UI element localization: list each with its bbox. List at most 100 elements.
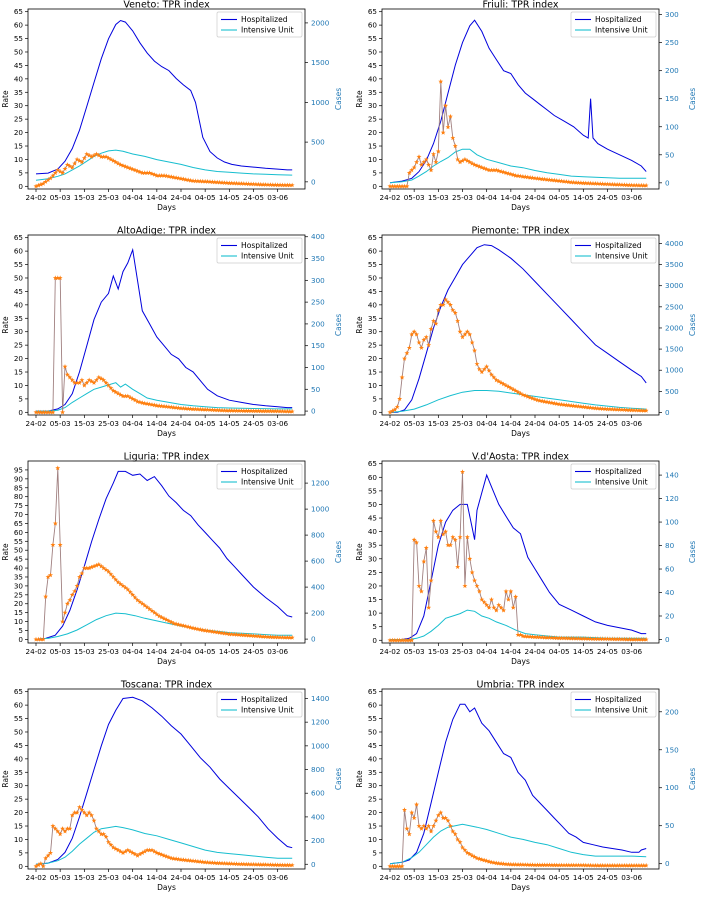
- rate-marker: [580, 404, 586, 409]
- rate-line: [390, 471, 647, 641]
- rate-marker: [113, 577, 119, 582]
- rate-marker: [52, 520, 58, 526]
- y-tick-label: 55: [14, 714, 23, 723]
- rate-marker: [270, 182, 276, 187]
- rate-marker: [414, 159, 420, 165]
- rate-marker: [643, 408, 649, 413]
- x-tick-label: 05-03: [404, 647, 425, 656]
- y-tick-label: 65: [368, 7, 377, 16]
- rate-marker: [195, 178, 201, 184]
- y2-axis-label: Cases: [688, 541, 697, 563]
- rate-marker: [55, 167, 61, 173]
- rate-marker: [139, 170, 145, 175]
- rate-marker: [130, 166, 136, 172]
- x-tick-label: 04-04: [476, 647, 497, 656]
- rate-marker: [498, 605, 504, 610]
- rate-marker: [414, 331, 420, 337]
- x-tick-label: 24-02: [26, 647, 47, 656]
- y-tick-label: 15: [368, 595, 377, 604]
- rate-marker: [132, 397, 138, 403]
- y-tick-label: 35: [14, 768, 23, 777]
- hospitalized-line: [389, 19, 647, 184]
- rate-marker: [537, 398, 543, 403]
- rate-marker: [197, 406, 203, 412]
- rate-marker: [486, 859, 492, 864]
- rate-marker: [168, 855, 174, 861]
- y-tick-label: 40: [14, 300, 24, 309]
- rate-marker: [547, 177, 552, 182]
- rate-marker: [178, 176, 184, 181]
- rate-marker: [580, 636, 586, 641]
- rate-marker: [236, 408, 242, 413]
- y2-tick-label: 40: [665, 588, 675, 597]
- rate-marker: [108, 842, 114, 847]
- rate-marker: [217, 179, 223, 185]
- y2-tick-label: 0: [665, 859, 670, 868]
- y-tick-label: 10: [368, 381, 378, 390]
- y-tick-label: 95: [14, 465, 23, 474]
- x-tick-label: 24-05: [243, 193, 264, 202]
- rate-marker: [643, 636, 649, 642]
- rate-marker: [583, 862, 589, 868]
- rate-marker: [460, 158, 465, 163]
- rate-marker: [392, 637, 398, 643]
- rate-marker: [164, 617, 169, 622]
- rate-marker: [597, 181, 603, 186]
- y-tick-label: 55: [14, 537, 23, 546]
- y-tick-label: 70: [14, 510, 24, 519]
- x-tick-label: 24-02: [380, 193, 401, 202]
- rate-marker: [486, 368, 492, 373]
- rate-marker: [469, 160, 475, 166]
- rate-marker: [289, 408, 295, 414]
- rate-marker: [590, 862, 596, 868]
- rate-marker: [176, 856, 182, 862]
- x-tick-label: 14-04: [500, 193, 521, 202]
- y-tick-label: 5: [18, 394, 23, 403]
- chart-title: Veneto: TPR index: [123, 0, 210, 11]
- rate-marker: [43, 855, 49, 861]
- rate-marker: [387, 409, 393, 415]
- rate-marker: [253, 181, 259, 187]
- y-tick-label: 45: [368, 287, 377, 296]
- y-tick-label: 60: [14, 528, 24, 537]
- y2-tick-label: 150: [665, 94, 679, 103]
- rate-marker: [621, 407, 627, 412]
- rate-marker: [547, 862, 552, 868]
- rate-marker: [74, 380, 80, 385]
- rate-marker: [270, 408, 276, 414]
- rate-marker: [219, 407, 225, 413]
- rate-marker: [35, 862, 41, 868]
- rate-marker: [176, 405, 182, 411]
- rate-marker: [629, 636, 635, 642]
- rate-marker: [561, 402, 567, 407]
- rate-marker: [433, 529, 439, 534]
- y2-tick-label: 4000: [665, 239, 684, 248]
- rate-marker: [585, 404, 591, 410]
- rate-marker: [411, 329, 417, 334]
- rate-marker: [522, 174, 528, 179]
- rate-marker: [462, 583, 468, 589]
- rate-marker: [605, 636, 610, 641]
- rate-marker: [576, 180, 581, 185]
- rate-marker: [183, 177, 189, 182]
- x-tick-label: 14-04: [500, 647, 521, 656]
- rate-marker: [387, 183, 393, 189]
- y-tick-label: 60: [368, 473, 378, 482]
- legend-intensive-label: Intensive Unit: [241, 706, 294, 715]
- rate-marker: [566, 862, 572, 868]
- legend-intensive-label: Intensive Unit: [241, 252, 294, 261]
- rate-marker: [86, 377, 92, 383]
- rate-marker: [438, 518, 444, 523]
- plot-frame: [27, 234, 306, 416]
- rate-marker: [621, 862, 627, 868]
- rate-marker: [433, 818, 439, 823]
- rate-marker: [631, 636, 637, 642]
- y2-tick-label: 20: [665, 611, 675, 620]
- legend-box: [216, 463, 303, 490]
- rate-marker: [246, 861, 252, 867]
- rate-marker: [418, 162, 424, 167]
- plot-frame: [381, 688, 660, 870]
- rate-marker: [284, 862, 290, 868]
- rate-marker: [57, 831, 63, 837]
- rate-marker: [188, 858, 194, 863]
